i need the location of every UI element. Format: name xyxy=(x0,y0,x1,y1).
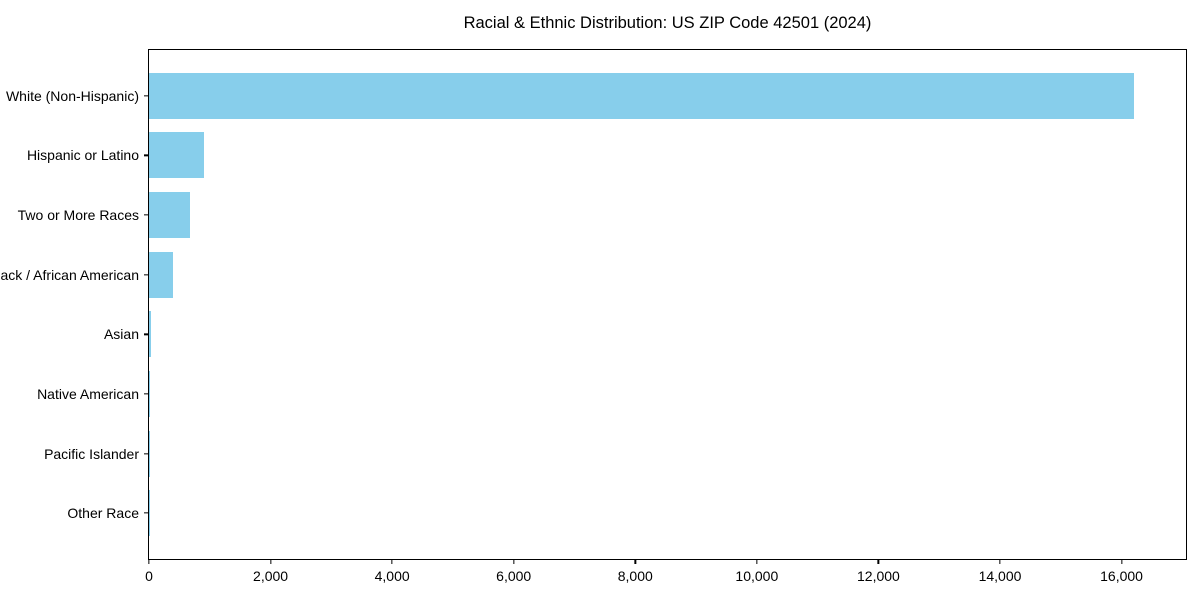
category-label: Hispanic or Latino xyxy=(26,147,139,164)
x-tick-label: 12,000 xyxy=(857,568,900,584)
x-tick-mark xyxy=(999,559,1001,564)
x-tick-mark xyxy=(269,559,272,564)
plot-area: White (Non-Hispanic) Hispanic or Latino Tw… xyxy=(0,49,1187,584)
bar xyxy=(149,251,173,298)
bar xyxy=(149,311,151,358)
bar xyxy=(149,370,150,417)
x-tick-mark xyxy=(148,559,150,564)
x-axis: 0 2,000 4,000 6,000 8,000 10,000 12,000 14,000 1… xyxy=(145,559,1186,589)
x-tick-label: 4,000 xyxy=(374,568,410,584)
bar-rows: White (Non-Hispanic) Hispanic or Latino Tw… xyxy=(0,50,1186,559)
bar-row: White (Non-Hispanic) xyxy=(6,66,1186,126)
bar-row: Two or More Races xyxy=(18,185,1186,245)
bar-row: Black / African American xyxy=(0,245,1186,305)
chart-title: Racial & Ethnic Distribution: US ZIP Cod… xyxy=(463,14,872,32)
y-tick-mark xyxy=(144,154,149,157)
x-tick-mark xyxy=(756,559,758,564)
category-label: Other Race xyxy=(67,505,139,522)
y-tick-mark xyxy=(144,214,149,216)
y-tick-mark xyxy=(144,95,149,97)
category-label: Two or More Races xyxy=(17,207,139,224)
category-label: White (Non-Hispanic) xyxy=(5,87,139,104)
y-tick-mark xyxy=(144,333,149,335)
category-label: Black / African American xyxy=(0,266,139,283)
x-tick-mark xyxy=(391,559,393,564)
category-label: Native American xyxy=(37,385,139,402)
bar-row: Asian xyxy=(104,305,1186,365)
x-tick-label: 14,000 xyxy=(978,568,1022,584)
y-tick-mark xyxy=(144,393,149,395)
bar xyxy=(149,72,1134,119)
x-tick-label: 6,000 xyxy=(496,568,532,584)
x-tick-mark xyxy=(877,559,880,564)
x-tick-mark xyxy=(1120,559,1123,564)
x-tick-label: 16,000 xyxy=(1100,568,1143,584)
y-tick-mark xyxy=(144,274,149,276)
x-tick-label: 2,000 xyxy=(253,568,289,584)
x-tick-label: 8,000 xyxy=(617,568,653,584)
bar xyxy=(149,132,204,179)
bar-row: Other Race xyxy=(67,483,1186,543)
x-tick-label: 0 xyxy=(145,568,153,584)
bar xyxy=(149,192,190,239)
x-tick-mark xyxy=(513,559,515,564)
y-tick-mark xyxy=(144,452,149,455)
bar-row: Native American xyxy=(37,364,1186,424)
y-tick-mark xyxy=(144,512,149,514)
category-label: Pacific Islander xyxy=(44,445,139,462)
category-label: Asian xyxy=(103,326,139,343)
x-tick-mark xyxy=(634,559,636,564)
bar-row: Hispanic or Latino xyxy=(27,126,1186,186)
bar-row: Pacific Islander xyxy=(44,424,1186,484)
x-tick-label: 10,000 xyxy=(735,568,779,584)
